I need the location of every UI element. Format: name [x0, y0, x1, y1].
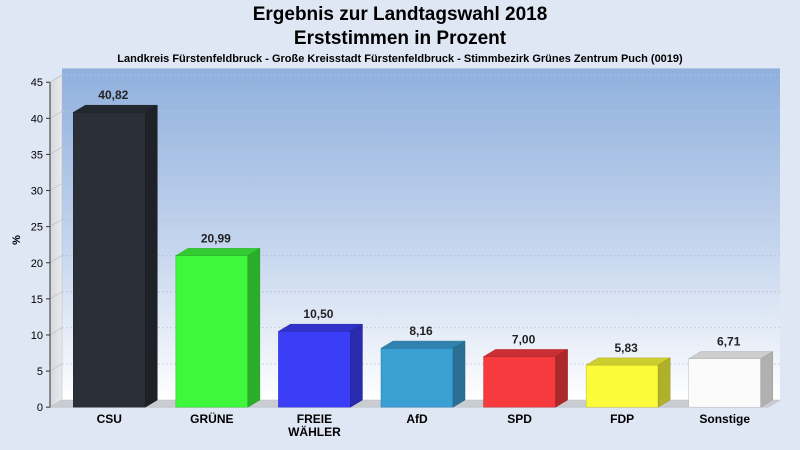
x-tick-label: FREIE	[297, 412, 332, 426]
bar-group	[174, 247, 261, 408]
bar-group	[277, 323, 364, 408]
bar-side	[657, 357, 671, 408]
chart-subtitle: Erststimmen in Prozent	[293, 28, 507, 49]
bar-top	[277, 323, 364, 332]
bar-side	[145, 104, 158, 408]
chart-caption: Landkreis Fürstenfeldbruck - Große Kreis…	[117, 53, 683, 65]
bar-top	[72, 104, 159, 113]
gridline-wall	[49, 327, 63, 336]
bar-group	[72, 104, 159, 408]
bar-top	[585, 357, 672, 366]
gridline-wall	[49, 182, 63, 191]
y-tick-label: 10	[31, 330, 43, 342]
x-tick-label: GRÜNE	[190, 411, 233, 426]
data-label: 7,00	[512, 332, 536, 346]
y-tick-label: 45	[31, 77, 43, 89]
bar	[483, 356, 556, 408]
data-label: 5,83	[614, 341, 638, 355]
gridline-wall	[49, 255, 63, 264]
bar	[688, 358, 761, 408]
bar-side	[452, 340, 466, 408]
y-tick-label: 35	[31, 149, 43, 161]
gridline-wall	[49, 74, 63, 83]
bar-top	[380, 340, 466, 349]
bar-group	[482, 349, 569, 408]
y-tick-label: 30	[31, 186, 43, 198]
bar	[278, 331, 351, 408]
bar	[585, 364, 659, 408]
x-tick-label: WÄHLER	[288, 424, 341, 439]
bar-side	[555, 349, 568, 408]
bar-group	[380, 340, 466, 408]
x-tick-label: FDP	[610, 412, 634, 426]
bar-side	[760, 351, 773, 408]
chart-title: Ergebnis zur Landtagswahl 2018	[252, 4, 548, 25]
plot-left-wall	[49, 74, 63, 408]
gridline-wall	[49, 110, 63, 119]
data-label: 8,16	[409, 324, 433, 338]
bar	[380, 348, 454, 408]
bar-top	[174, 248, 261, 256]
gridline-wall	[49, 291, 63, 300]
data-label: 40,82	[98, 88, 128, 102]
x-tick-label: SPD	[507, 412, 532, 426]
x-tick-label: CSU	[97, 412, 122, 426]
gridline-wall	[49, 363, 63, 372]
y-tick-label: 40	[31, 113, 43, 125]
y-tick-label: 20	[31, 258, 43, 270]
y-axis-label: %	[11, 235, 23, 245]
bar-side	[247, 247, 261, 408]
bar	[73, 112, 146, 408]
x-tick-label: Sonstige	[699, 412, 750, 426]
gridline-wall	[49, 219, 63, 227]
bar-top	[482, 349, 569, 357]
bar-group	[585, 357, 672, 408]
x-tick-label: AfD	[406, 412, 428, 426]
y-tick-label: 25	[31, 222, 43, 234]
gridline-wall	[49, 146, 63, 155]
y-tick-label: 0	[37, 402, 43, 414]
data-label: 10,50	[303, 307, 333, 321]
bar	[175, 255, 249, 408]
y-tick-label: 5	[37, 366, 43, 378]
data-label: 20,99	[201, 231, 231, 245]
data-label: 6,71	[717, 335, 741, 349]
bar-top	[687, 351, 774, 359]
y-tick-label: 15	[31, 294, 43, 306]
bar-group	[687, 351, 774, 408]
bar-side	[350, 323, 363, 408]
